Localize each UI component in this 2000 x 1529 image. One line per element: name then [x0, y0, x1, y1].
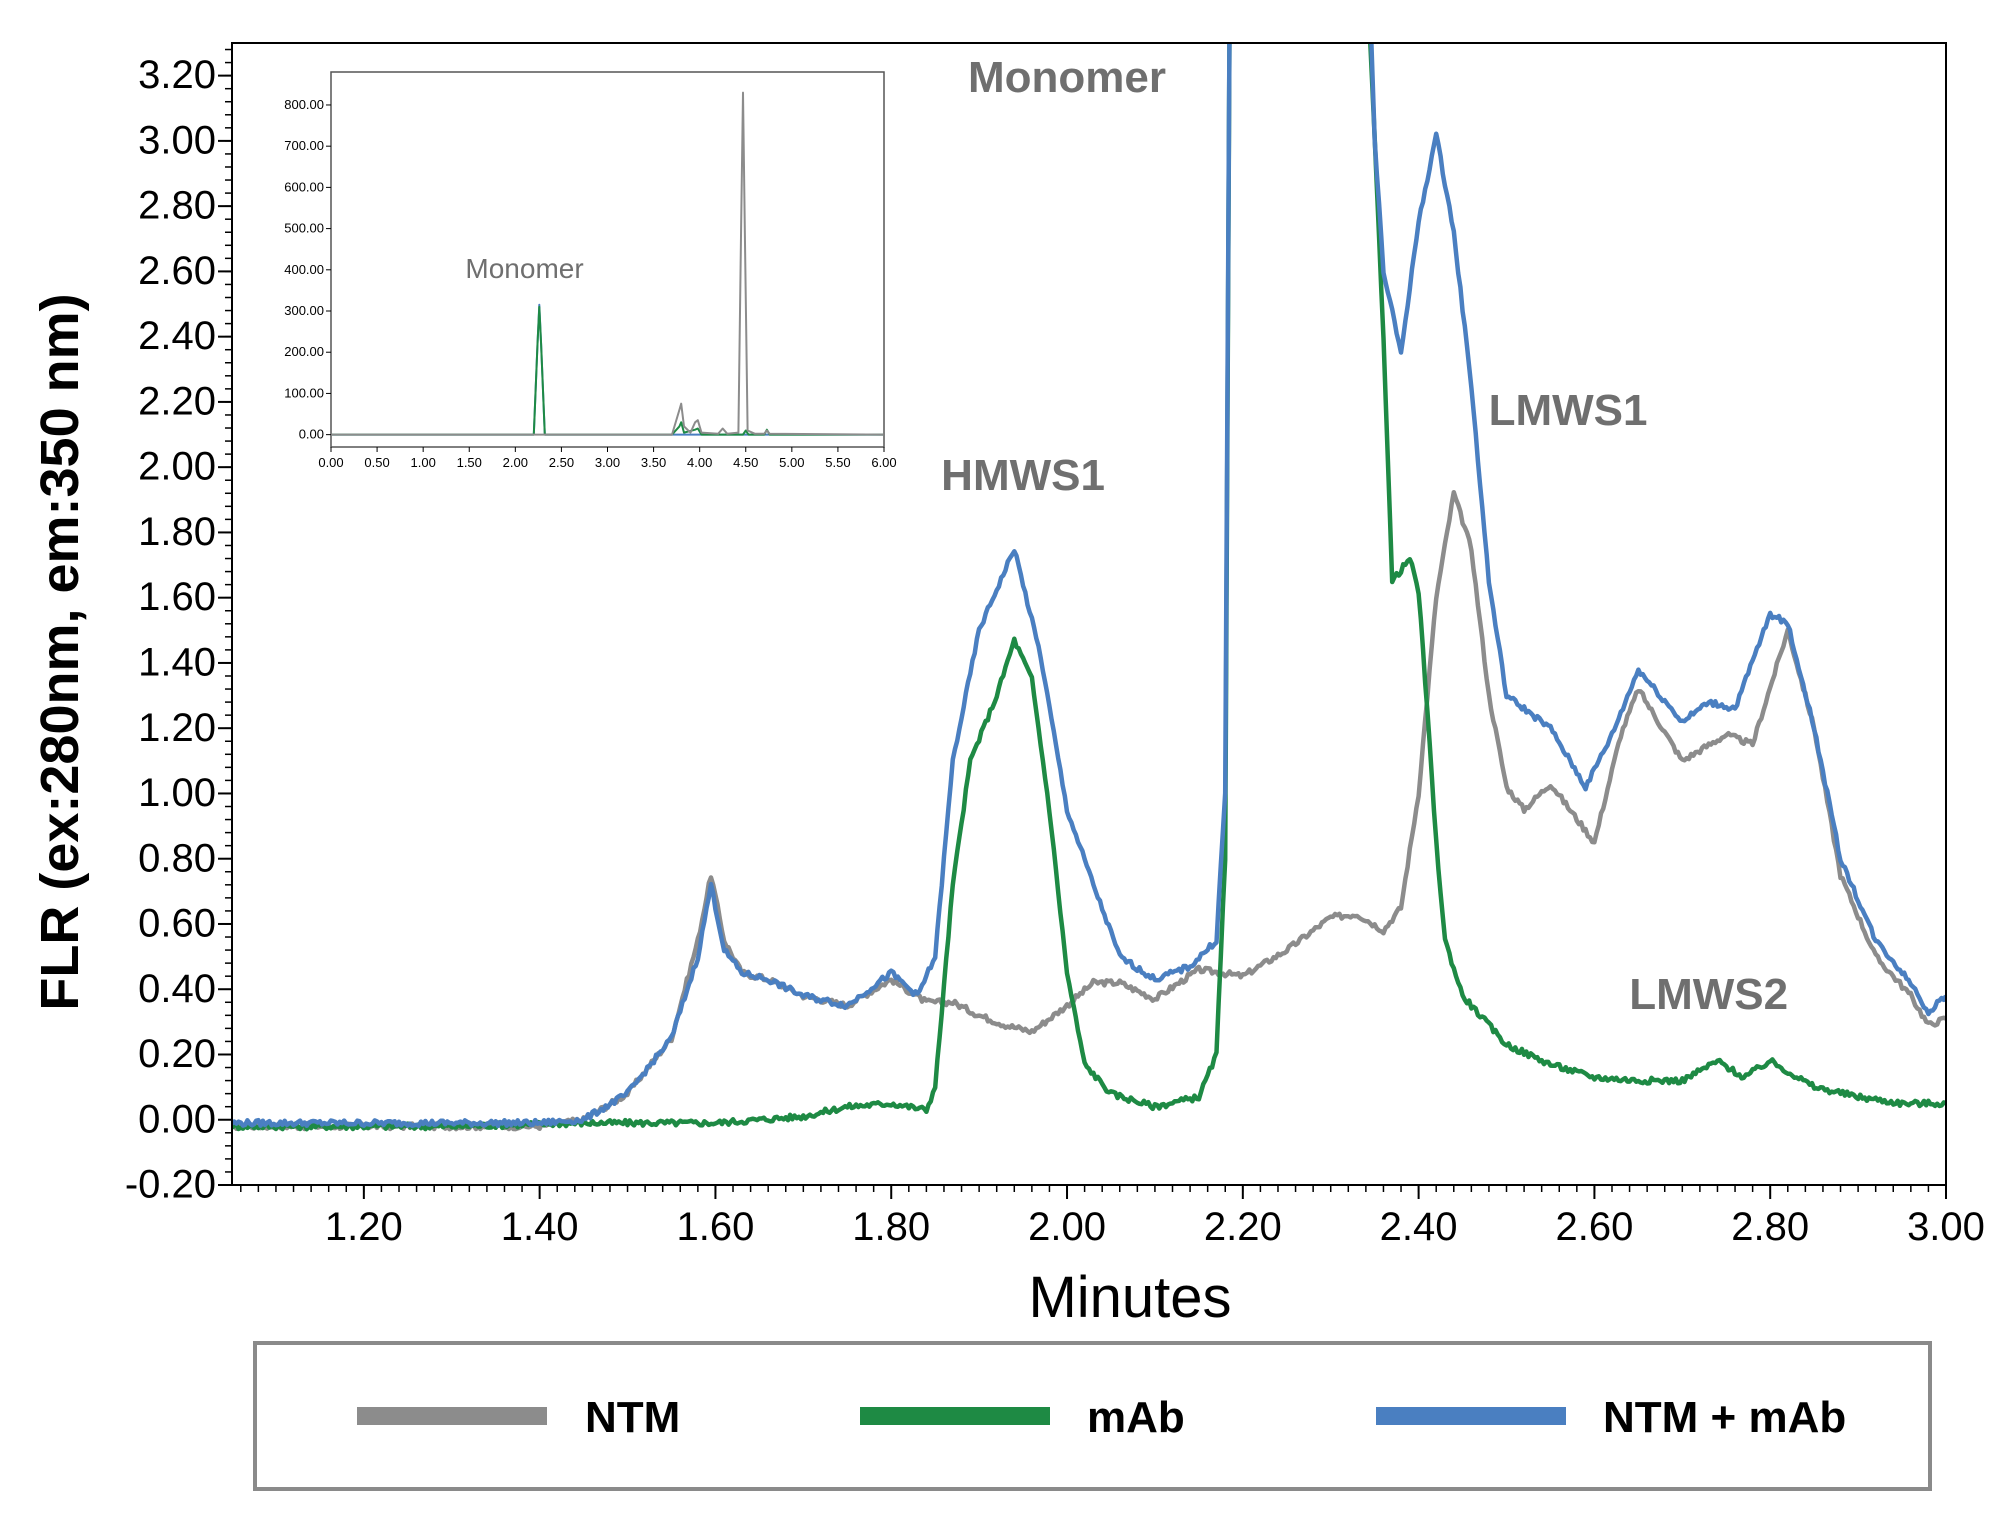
- inset-y-tick-label: 200.00: [284, 344, 324, 359]
- x-tick-label: 2.40: [1380, 1205, 1458, 1249]
- inset-axis-ticks: 0.00 100.00 200.00 300.00 400.00 500.00 600.00…: [284, 97, 896, 470]
- plot-frame: [231, 42, 1947, 1186]
- y-tick-label: 1.40: [138, 641, 216, 685]
- inset-monomer-label: Monomer: [465, 253, 583, 284]
- x-tick-label: 1.40: [501, 1205, 579, 1249]
- inset-y-tick-label: 500.00: [284, 221, 324, 236]
- inset-x-tick-label: 1.00: [411, 455, 436, 470]
- x-tick-label: 2.60: [1555, 1205, 1633, 1249]
- series-line-mab: [233, 44, 1945, 1132]
- y-tick-label: 2.40: [138, 314, 216, 358]
- legend-label: NTM: [585, 1393, 680, 1442]
- x-tick-label: 1.20: [325, 1205, 403, 1249]
- y-tick-label: 0.60: [138, 902, 216, 946]
- inset-y-tick-label: 700.00: [284, 138, 324, 153]
- inset-x-tick-label: 1.50: [457, 455, 482, 470]
- x-axis-ticks: 1.20 1.40 1.60 1.80 2.00 2.20 2.40 2.60 2.80 3.00: [325, 1185, 1985, 1249]
- y-tick-label: 0.20: [138, 1032, 216, 1076]
- y-tick-label: 1.80: [138, 510, 216, 554]
- inset-frame: [330, 71, 885, 448]
- inset-series-line: [332, 91, 883, 436]
- inset-x-tick-label: 0.50: [364, 455, 389, 470]
- y-tick-label: -0.20: [125, 1163, 216, 1207]
- legend-label: NTM + mAb: [1603, 1393, 1846, 1442]
- inset-x-tick-label: 3.00: [595, 455, 620, 470]
- inset-y-tick-label: 0.00: [299, 427, 324, 442]
- x-tick-label: 1.60: [677, 1205, 755, 1249]
- inset-x-tick-label: 3.50: [641, 455, 666, 470]
- x-minor-ticks: [240, 1185, 1947, 1192]
- x-axis-title: Minutes: [1028, 1265, 1231, 1330]
- y-tick-label: 2.20: [138, 379, 216, 423]
- y-tick-label: 0.80: [138, 836, 216, 880]
- y-tick-label: 1.00: [138, 771, 216, 815]
- y-tick-label: 3.20: [138, 53, 216, 97]
- y-tick-label: 1.60: [138, 575, 216, 619]
- inset-x-tick-label: 2.50: [549, 455, 574, 470]
- inset-annotations: Monomer: [465, 253, 583, 284]
- inset-series-group: [332, 91, 883, 436]
- peak-label: LMWS1: [1489, 386, 1648, 435]
- x-tick-label: 2.20: [1204, 1205, 1282, 1249]
- peak-label: HMWS1: [941, 451, 1105, 500]
- inset-x-tick-label: 5.00: [779, 455, 804, 470]
- peak-label: LMWS2: [1629, 970, 1788, 1019]
- y-tick-label: 0.40: [138, 967, 216, 1011]
- inset-y-tick-label: 600.00: [284, 179, 324, 194]
- y-minor-ticks: [225, 48, 232, 1186]
- y-tick-label: 3.00: [138, 118, 216, 162]
- inset-x-tick-label: 0.00: [318, 455, 343, 470]
- inset-y-tick-label: 400.00: [284, 262, 324, 277]
- main-series-group: [233, 44, 1945, 1132]
- series-line-ntm: [233, 489, 1945, 1132]
- legend: NTM mAb NTM + mAb: [357, 1393, 1846, 1442]
- inset-x-tick-label: 5.50: [825, 455, 850, 470]
- x-tick-label: 2.80: [1731, 1205, 1809, 1249]
- x-tick-label: 2.00: [1028, 1205, 1106, 1249]
- legend-label: mAb: [1087, 1393, 1185, 1442]
- inset-y-tick-label: 300.00: [284, 303, 324, 318]
- y-axis-ticks: -0.20 0.00 0.20 0.40 0.60 0.80 1.00 1.20 1.40 1.6…: [125, 53, 232, 1207]
- inset-x-tick-label: 4.00: [687, 455, 712, 470]
- y-tick-label: 2.00: [138, 445, 216, 489]
- y-tick-label: 2.80: [138, 184, 216, 228]
- y-tick-label: 2.60: [138, 249, 216, 293]
- inset-x-tick-label: 2.00: [503, 455, 528, 470]
- y-axis-title: FLR (ex:280nm, em:350 nm): [30, 293, 90, 1010]
- inset-y-tick-label: 100.00: [284, 385, 324, 400]
- y-tick-label: 0.00: [138, 1097, 216, 1141]
- peak-label: Monomer: [968, 53, 1166, 102]
- inset-x-tick-label: 4.50: [733, 455, 758, 470]
- peak-annotations: Monomer HMWS1 LMWS1 LMWS2: [941, 53, 1788, 1019]
- x-tick-label: 1.80: [852, 1205, 930, 1249]
- inset-y-tick-label: 800.00: [284, 97, 324, 112]
- y-tick-label: 1.20: [138, 706, 216, 750]
- series-line-ntm-mab: [233, 44, 1945, 1129]
- x-tick-label: 3.00: [1907, 1205, 1985, 1249]
- inset-x-tick-label: 6.00: [871, 455, 896, 470]
